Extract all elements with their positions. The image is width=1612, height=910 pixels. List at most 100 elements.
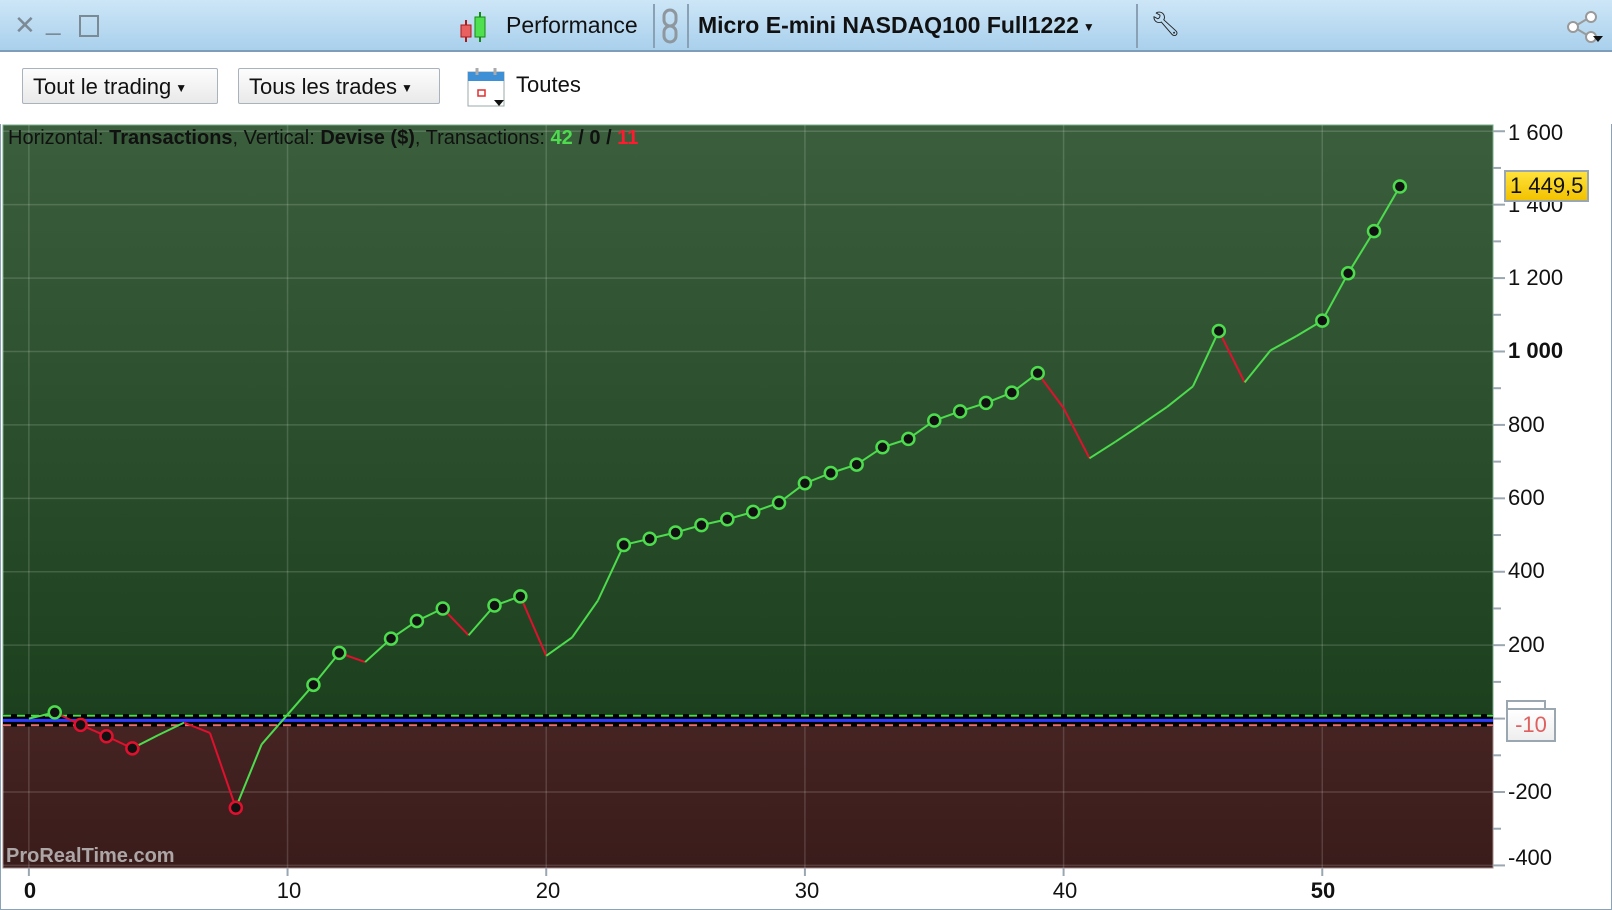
x-tick-label: 20 (535, 878, 561, 903)
x-tick-label: 30 (794, 878, 820, 903)
x-tick-label: 50 (1310, 878, 1336, 903)
equity-segment-up (1166, 385, 1194, 408)
minimize-icon[interactable]: _ (46, 6, 61, 36)
divider (1136, 4, 1138, 48)
wrench-icon[interactable]: 🔧︎ (1150, 11, 1181, 38)
trades-dropdown[interactable]: Tous les trades ▼ (238, 68, 440, 104)
x-tick-label: 0 (23, 878, 37, 903)
equity-segment-up (1243, 349, 1272, 383)
equity-segment-up (1270, 335, 1297, 352)
equity-segment-up (545, 636, 573, 657)
window-title: Performance (506, 12, 638, 38)
trade-point (745, 504, 761, 520)
equity-segment-up (260, 713, 289, 745)
y-tick-label: -400 (1508, 845, 1553, 870)
trade-point (1211, 323, 1227, 339)
chevron-down-icon: ▼ (400, 81, 413, 96)
loss-zone (2, 719, 1494, 869)
title-bar: ✕ _ Performance Micro E-mini NASDAQ100 F… (0, 0, 1612, 52)
trade-point (1340, 266, 1356, 281)
y-tick-label: 1 000 (1508, 338, 1564, 363)
equity-segment-up (157, 721, 185, 737)
maximize-icon[interactable] (79, 15, 99, 37)
trade-point (797, 476, 813, 491)
prorealtime-watermark: ProRealTime.com (6, 845, 175, 867)
trade-point (383, 631, 399, 646)
horizontal-label: Horizontal: (8, 127, 110, 149)
trade-point (332, 645, 347, 661)
divider (687, 4, 689, 48)
divider (653, 4, 655, 48)
current-value-label: 1 449,5 (1504, 170, 1590, 202)
trade-point (901, 431, 916, 447)
trades-dropdown-label: Tous les trades (249, 74, 397, 99)
chevron-down-icon: ▼ (175, 81, 188, 96)
vertical-label: , Vertical: (232, 127, 321, 149)
y-tick-label: 1 600 (1508, 120, 1564, 145)
y-tick-label: 400 (1508, 558, 1545, 583)
x-tick-label: 10 (276, 878, 302, 903)
y-tick-label: 600 (1508, 485, 1545, 510)
equity-segment-down (1217, 330, 1246, 383)
chart-info-header: Horizontal: Transactions, Vertical: Devi… (8, 127, 638, 150)
trade-point (823, 465, 839, 481)
trade-point (306, 677, 321, 693)
equity-segment-up (1140, 406, 1168, 426)
share-icon[interactable] (1565, 10, 1605, 44)
period-dropdown-label: Tout le trading (33, 74, 172, 99)
trade-point (927, 413, 942, 428)
trade-point (694, 517, 709, 533)
separator: / (572, 127, 590, 149)
trade-point (616, 537, 632, 553)
link-icon[interactable] (661, 8, 679, 44)
equity-segment-down (208, 732, 237, 809)
trade-point (668, 525, 683, 540)
chevron-down-icon: ▼ (1082, 19, 1095, 34)
date-range-label: Toutes (516, 72, 581, 97)
trade-point (642, 531, 657, 546)
trade-point (487, 598, 502, 613)
y-tick-label: 800 (1508, 412, 1545, 437)
equity-segment-down (1062, 407, 1091, 459)
trade-point (1004, 385, 1020, 400)
equity-segment-up (571, 599, 599, 639)
separator: / (600, 127, 618, 149)
trade-point (720, 512, 735, 527)
y-tick-label: -200 (1508, 779, 1553, 804)
transactions-label: , Transactions: (414, 127, 551, 149)
trade-point (99, 728, 114, 744)
period-dropdown[interactable]: Tout le trading ▼ (22, 68, 218, 104)
equity-segment-up (234, 743, 263, 809)
instrument-selector[interactable]: Micro E-mini NASDAQ100 Full1222 ▼ (698, 12, 1095, 39)
trade-point (1392, 179, 1408, 194)
winning-trades-count: 42 (550, 127, 573, 149)
zero-marker-tab[interactable] (1506, 700, 1546, 710)
equity-segment-down (519, 595, 548, 657)
neutral-trades-count: 0 (589, 127, 601, 149)
trade-point (513, 589, 528, 604)
y-tick-label: 200 (1508, 632, 1545, 657)
trade-point (978, 395, 994, 411)
close-icon[interactable]: ✕ (14, 10, 36, 40)
equity-segment-up (1347, 230, 1375, 274)
trade-point (771, 495, 787, 510)
zero-line-label[interactable]: -10 (1506, 708, 1556, 742)
trade-point (1366, 223, 1382, 239)
trade-point (73, 717, 88, 733)
toolbar: Tout le trading ▼ Tous les trades ▼ Toutes (0, 52, 1612, 124)
x-tick-label: 40 (1052, 878, 1078, 903)
equity-segment-up (1192, 330, 1220, 387)
y-tick-label: 1 200 (1508, 265, 1564, 290)
trade-point (409, 613, 425, 629)
trade-point (1315, 313, 1330, 328)
losing-trades-count: 11 (617, 127, 639, 149)
equity-segment-down (183, 721, 211, 734)
trade-point (875, 440, 890, 455)
equity-segment-up (1114, 423, 1142, 443)
equity-segment-up (1088, 440, 1116, 460)
trade-point (228, 800, 244, 816)
trade-point (125, 741, 140, 756)
trade-point (47, 705, 62, 720)
calendar-icon[interactable] (466, 66, 508, 108)
